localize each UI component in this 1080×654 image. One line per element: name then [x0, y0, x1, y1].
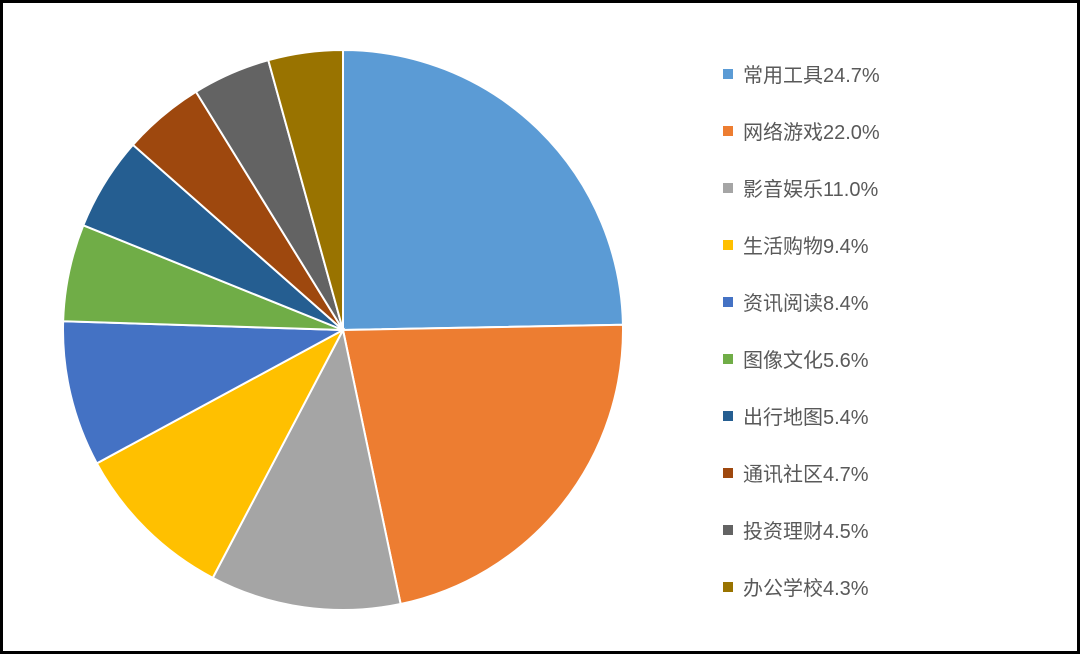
legend-label: 影音娱乐11.0%	[743, 173, 878, 202]
legend-swatch	[723, 240, 733, 250]
legend-item: 图像文化5.6%	[723, 344, 880, 373]
legend-swatch	[723, 411, 733, 421]
legend-item: 网络游戏22.0%	[723, 116, 880, 145]
pie-svg	[43, 30, 643, 630]
legend-item: 资讯阅读8.4%	[723, 287, 880, 316]
legend-swatch	[723, 354, 733, 364]
chart-frame: 常用工具24.7% 网络游戏22.0% 影音娱乐11.0% 生活购物9.4% 资讯阅读8…	[0, 0, 1080, 654]
legend-label: 出行地图5.4%	[743, 401, 869, 430]
legend-item: 出行地图5.4%	[723, 401, 880, 430]
legend-swatch	[723, 468, 733, 478]
legend-swatch	[723, 183, 733, 193]
chart-area: 常用工具24.7% 网络游戏22.0% 影音娱乐11.0% 生活购物9.4% 资讯阅读8…	[43, 23, 1043, 637]
legend-label: 资讯阅读8.4%	[743, 287, 869, 316]
legend-label: 图像文化5.6%	[743, 344, 869, 373]
legend-label: 常用工具24.7%	[743, 59, 880, 88]
legend-item: 通讯社区4.7%	[723, 458, 880, 487]
legend-item: 影音娱乐11.0%	[723, 173, 880, 202]
pie-chart	[43, 30, 643, 630]
legend-item: 办公学校4.3%	[723, 572, 880, 601]
legend-swatch	[723, 297, 733, 307]
legend: 常用工具24.7% 网络游戏22.0% 影音娱乐11.0% 生活购物9.4% 资讯阅读8…	[723, 59, 880, 601]
legend-swatch	[723, 582, 733, 592]
pie-slice	[343, 50, 623, 330]
legend-label: 通讯社区4.7%	[743, 458, 869, 487]
legend-swatch	[723, 525, 733, 535]
legend-item: 投资理财4.5%	[723, 515, 880, 544]
legend-swatch	[723, 126, 733, 136]
legend-label: 生活购物9.4%	[743, 230, 869, 259]
legend-item: 生活购物9.4%	[723, 230, 880, 259]
legend-item: 常用工具24.7%	[723, 59, 880, 88]
legend-swatch	[723, 69, 733, 79]
legend-label: 投资理财4.5%	[743, 515, 869, 544]
legend-label: 办公学校4.3%	[743, 572, 869, 601]
legend-label: 网络游戏22.0%	[743, 116, 880, 145]
